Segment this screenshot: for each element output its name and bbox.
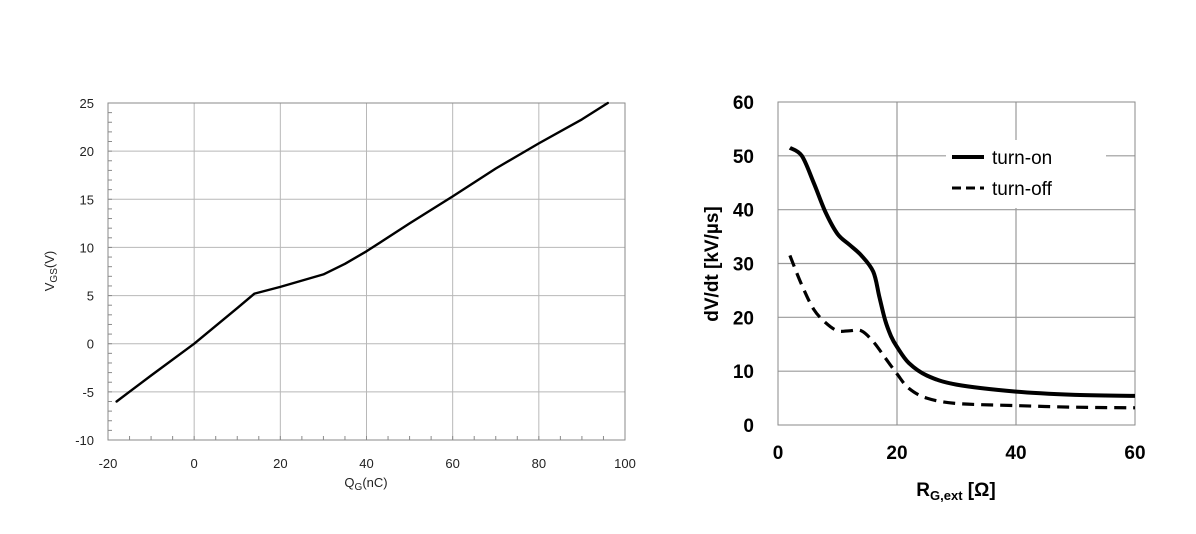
series-line-turn-on	[788, 146, 1136, 398]
left-x-tick-label: 80	[532, 456, 546, 471]
left-y-tick-label: 25	[80, 96, 94, 111]
left-x-axis-title: QG(nC)	[344, 475, 387, 493]
left-x-tick-label: 20	[273, 456, 287, 471]
left-x-tick-label: 100	[614, 456, 636, 471]
left-y-axis-title: VGS(V)	[42, 251, 60, 291]
gate-charge-chart: -20 0 20 40 60 80 100 -10 -5 0 5 10 15 2…	[42, 96, 636, 493]
left-chart-x-tick-labels: -20 0 20 40 60 80 100	[99, 456, 636, 471]
right-y-tick-label: 20	[733, 308, 754, 329]
right-y-tick-label: 0	[743, 416, 754, 437]
left-chart-y-tick-labels: -10 -5 0 5 10 15 20 25	[75, 96, 94, 448]
series-line-turn-off	[788, 254, 1136, 410]
right-chart-series	[788, 146, 1136, 410]
left-y-tick-label: -5	[82, 385, 94, 400]
left-x-tick-label: 60	[445, 456, 459, 471]
legend-label-turn-on: turn-on	[992, 148, 1052, 169]
right-y-tick-label: 30	[733, 255, 754, 276]
left-y-tick-label: 0	[87, 337, 94, 352]
left-y-axis-title-rest: (V)	[42, 251, 57, 268]
right-y-tick-label: 40	[733, 201, 754, 222]
right-x-axis-title-sub: G,ext	[930, 488, 963, 503]
left-chart-series	[115, 101, 609, 403]
left-y-tick-label: 15	[80, 192, 94, 207]
left-y-axis-title-sub: GS	[49, 268, 60, 283]
right-x-tick-label: 60	[1124, 443, 1145, 464]
left-y-tick-label: 10	[80, 240, 94, 255]
right-chart-legend: turn-on turn-off	[946, 140, 1106, 208]
right-chart-plot-frame	[777, 101, 1136, 426]
left-y-tick-label: -10	[75, 433, 94, 448]
right-x-axis-title-main: R	[916, 480, 930, 501]
right-y-tick-label: 10	[733, 362, 754, 383]
left-x-tick-label: -20	[99, 456, 118, 471]
legend-background	[946, 140, 1106, 208]
left-x-axis-title-main: Q	[344, 475, 354, 490]
left-chart-gridlines	[108, 103, 625, 440]
left-x-tick-label: 40	[359, 456, 373, 471]
right-y-axis-title: dV/dt [kV/µs]	[702, 206, 723, 321]
right-chart-x-tick-labels: 0 20 40 60	[773, 443, 1146, 464]
right-x-tick-label: 20	[886, 443, 907, 464]
left-y-tick-label: 5	[87, 289, 94, 304]
legend-label-turn-off: turn-off	[992, 179, 1053, 200]
left-x-tick-label: 0	[191, 456, 198, 471]
left-x-axis-title-sub: G	[355, 482, 363, 493]
right-y-tick-label: 60	[733, 93, 754, 114]
dvdt-chart: 0 20 40 60 0 10 20 30 40 50 60 turn-on t…	[702, 93, 1146, 503]
left-x-axis-title-rest: (nC)	[362, 475, 387, 490]
right-chart-y-tick-labels: 0 10 20 30 40 50 60	[733, 93, 754, 437]
left-y-axis-title-main: V	[42, 282, 57, 291]
right-y-tick-label: 50	[733, 147, 754, 168]
left-y-tick-label: 20	[80, 144, 94, 159]
right-x-axis-title: RG,ext [Ω]	[916, 480, 995, 503]
right-x-tick-label: 40	[1005, 443, 1026, 464]
right-x-tick-label: 0	[773, 443, 784, 464]
right-x-axis-title-rest: [Ω]	[963, 480, 996, 501]
left-series-line	[115, 101, 609, 403]
left-chart-ticks	[107, 102, 626, 441]
